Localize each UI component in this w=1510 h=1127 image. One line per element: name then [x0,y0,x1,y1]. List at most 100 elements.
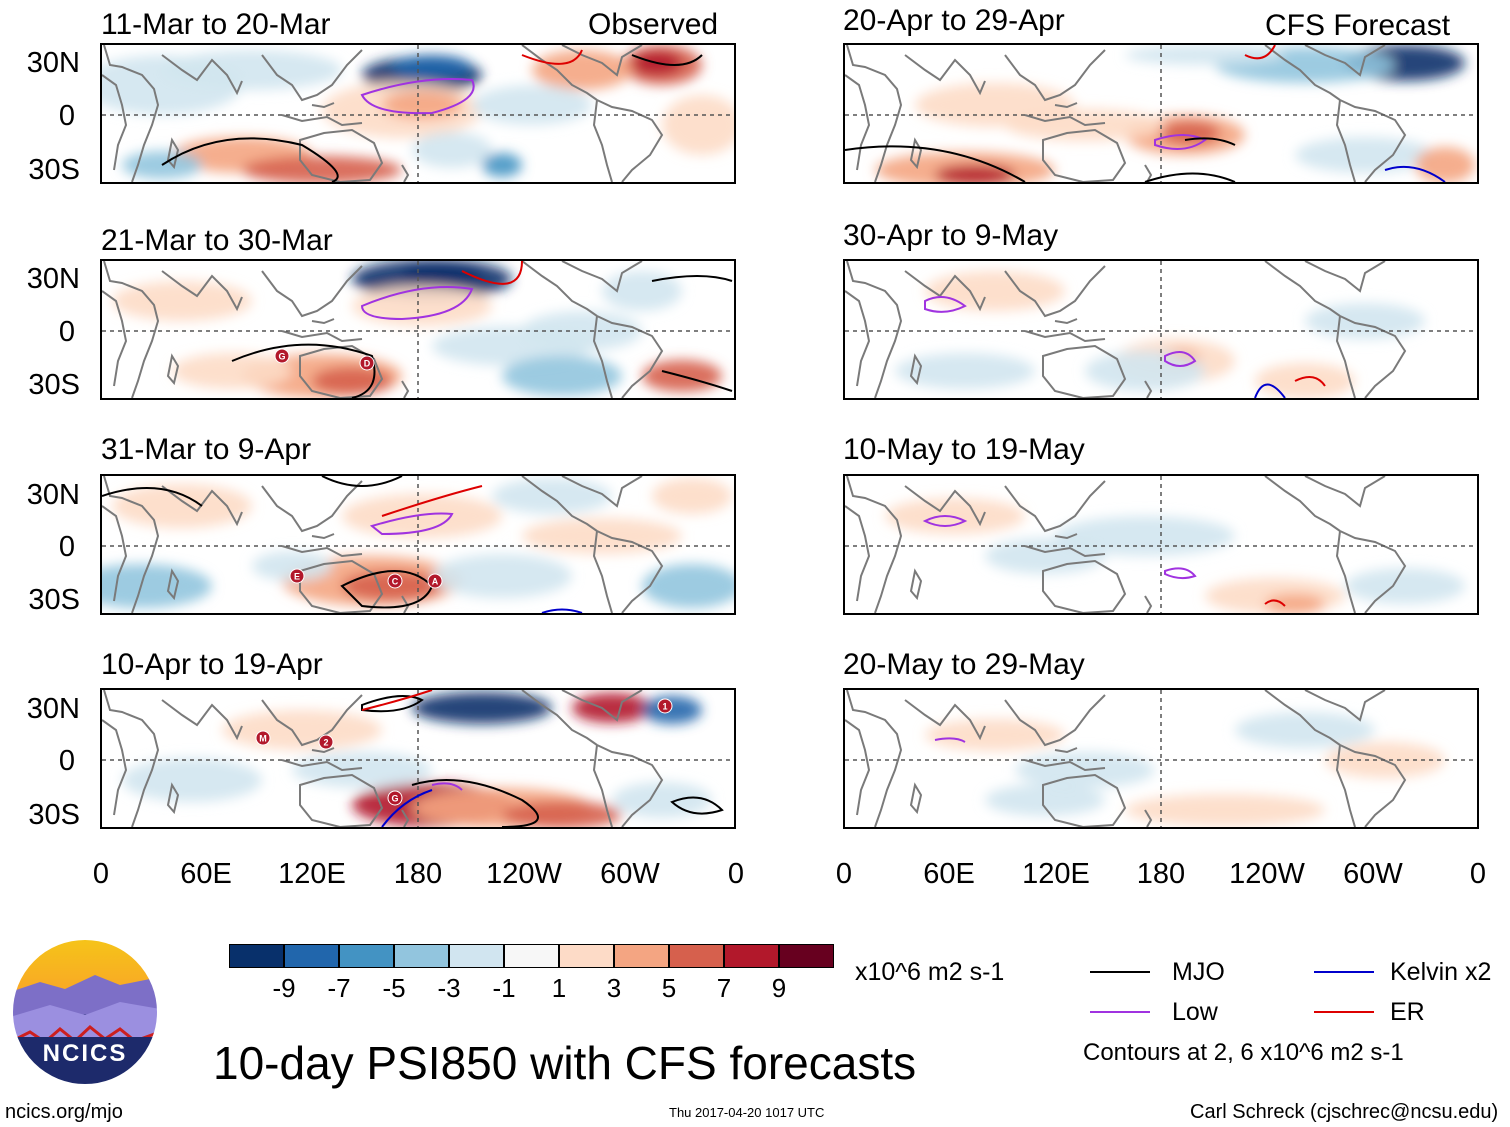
anomaly-patch [242,156,402,182]
contour-line [1144,172,1236,182]
contours-note: Contours at 2, 6 x10^6 m2 s-1 [1083,1039,1404,1066]
anomaly-patch [412,132,492,168]
legend-kelvin-line [1314,971,1374,973]
main-title: 10-day PSI850 with CFS forecasts [213,1037,917,1089]
lat-label-30n: 30N [26,263,80,295]
anomaly-patch [122,758,262,802]
colorbar-swatch [449,944,504,968]
contour-line [1384,165,1446,182]
legend-low-line [1090,1011,1150,1013]
contour-line [521,49,583,65]
anomaly-patch [102,564,212,608]
contour-line [631,54,703,66]
lon-label-left-60w: 60W [600,858,660,890]
lon-label-left-120w: 120W [486,858,562,890]
colorbar-tick-label: -3 [437,973,461,1003]
lon-label-right-60w: 60W [1343,858,1403,890]
lat-label-eq: 0 [58,100,75,132]
anomaly-patch [112,484,252,528]
colorbar-units: x10^6 m2 s-1 [855,958,1005,986]
contour-line [651,275,733,282]
contour-line [369,512,454,536]
colorbar-tick-label: -1 [492,973,516,1003]
colorbar-tick-label: 3 [606,973,622,1003]
anomaly-patch [1255,363,1355,398]
storm-marker-label: G [391,794,398,804]
lon-label-right-120e: 120E [1022,858,1090,890]
panel-title-right-3: 20-May to 29-May [843,648,1085,681]
map-panel-left-0 [100,43,736,184]
colorbar-swatch [724,944,779,968]
anomaly-patch [1055,516,1235,556]
anomaly-patch [925,719,1065,751]
anomaly-patch [602,271,682,311]
storm-marker: 2 [318,734,334,750]
colorbar-tick-label: -9 [272,973,296,1003]
observed-label: Observed [588,8,719,41]
panel-title-left-0: 11-Mar to 20-Mar [101,8,331,41]
contour-line [231,343,376,398]
anomaly-patch [895,353,1035,389]
map-panel-left-3: M 2 G 1 [100,688,736,829]
lat-label-30s: 30S [28,799,80,831]
lat-label-eq: 0 [58,316,75,348]
panel-title-left-2: 31-Mar to 9-Apr [101,433,312,466]
map-panel-right-3 [843,688,1479,829]
anomaly-patch [162,50,342,90]
contour-line [1184,137,1236,146]
storm-marker: E [289,568,305,584]
anomaly-patch [172,353,292,389]
storm-marker: M [255,730,271,746]
anomaly-patch [925,271,1065,311]
panel-title-left-3: 10-Apr to 19-Apr [101,648,323,681]
storm-marker: G [274,348,290,364]
anomaly-patch [1295,137,1435,173]
contour-line [381,789,433,827]
footer-url[interactable]: ncics.org/mjo [5,1101,123,1123]
storm-marker-label: M [259,734,267,744]
legend-er-line [1314,1011,1374,1013]
storm-marker: A [427,573,443,589]
contour-line [1164,567,1197,580]
lon-label-left-0e: 0 [727,858,745,890]
anomaly-patch [1345,568,1465,604]
contour-line [1264,599,1286,607]
storm-marker: 1 [657,698,673,714]
panel-title-right-0: 20-Apr to 29-Apr [843,4,1065,37]
anomaly-patch [885,498,1025,534]
anomaly-patch [642,696,702,724]
contour-line [1154,134,1207,150]
map-panel-right-1 [843,259,1479,400]
anomaly-patch [532,50,632,90]
lat-label-30s: 30S [28,369,80,401]
anomaly-patch [652,478,732,514]
anomaly-patch [1125,794,1325,826]
contour-line [102,487,203,507]
footer-author: Carl Schreck (cjschrec@ncsu.edu) [1190,1101,1499,1123]
contour-line [1164,351,1197,367]
colorbar-swatch [559,944,614,968]
colorbar-swatch [339,944,394,968]
ncics-logo-text: NCICS [42,1040,128,1067]
anomaly-patch [1265,594,1325,613]
panel-title-left-1: 21-Mar to 30-Mar [101,224,333,257]
lon-label-right-120w: 120W [1229,858,1305,890]
contour-line [934,737,966,743]
anomaly-patch [522,518,682,554]
legend-er-label: ER [1390,998,1425,1026]
storm-marker-label: G [278,352,285,362]
colorbar-tick-label: -7 [327,973,351,1003]
contour-line [381,485,483,517]
legend-mjo-line [1090,971,1150,973]
contour-line [431,782,463,791]
contour-line [161,137,339,182]
colorbar-swatch [779,944,834,968]
lon-label-left-0: 0 [92,858,110,890]
storm-marker-label: 1 [662,702,667,712]
anomaly-patch [1235,712,1375,748]
contour-line [361,695,424,713]
contour-line [1294,376,1326,387]
contour-line [1244,45,1276,60]
storm-marker-label: A [432,577,439,587]
